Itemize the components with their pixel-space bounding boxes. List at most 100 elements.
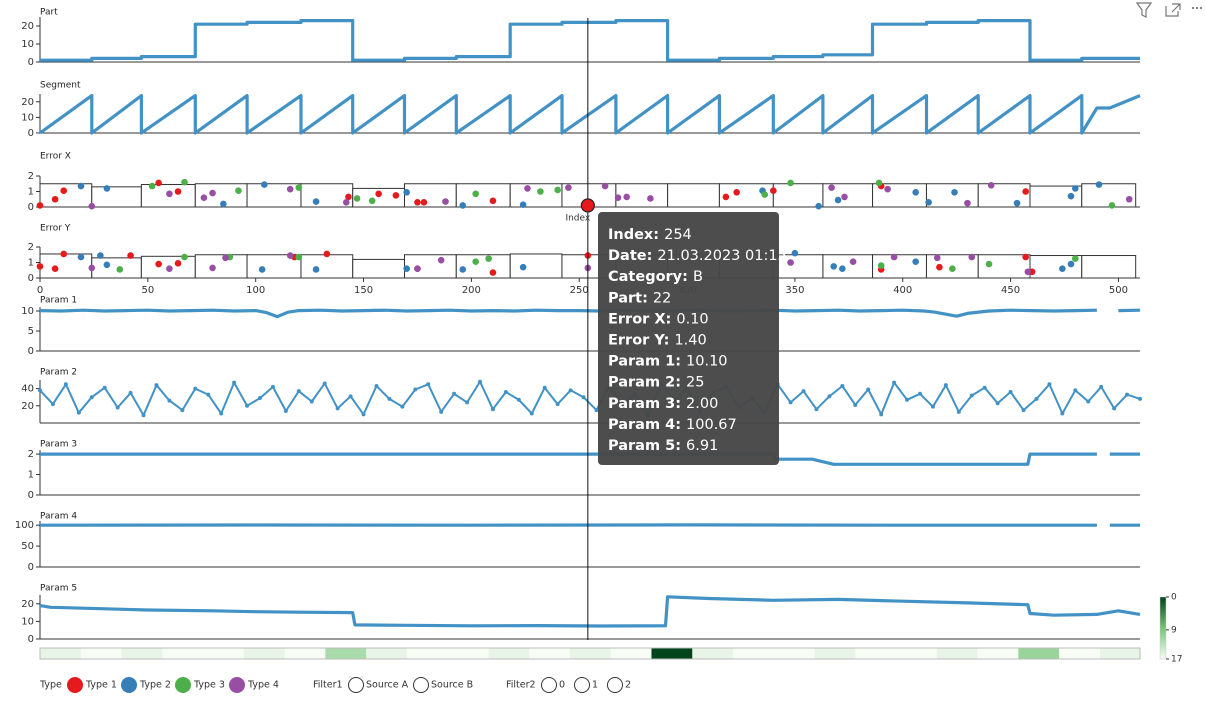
point [295, 184, 303, 191]
tooltip-value: 22 [653, 290, 671, 306]
segment-box [822, 254, 874, 279]
point [542, 385, 547, 390]
point [949, 265, 956, 273]
point [353, 195, 361, 202]
point [155, 260, 162, 268]
x-tick-label: 350 [785, 285, 804, 296]
heat-cell [569, 648, 612, 659]
panel-title: Param 4 [40, 512, 77, 522]
point [442, 198, 449, 205]
point [181, 178, 188, 186]
focus-icon[interactable] [1165, 3, 1181, 17]
point [930, 404, 935, 409]
point [951, 188, 958, 196]
more-icon[interactable] [1191, 6, 1203, 10]
point [875, 179, 883, 187]
point [787, 259, 794, 266]
point [828, 184, 835, 191]
filter-option[interactable] [574, 677, 590, 693]
point [403, 188, 410, 196]
point [127, 252, 134, 259]
point [345, 193, 352, 201]
filter-label[interactable]: 0 [559, 680, 565, 691]
point [849, 258, 857, 266]
point [103, 261, 111, 269]
filter-label[interactable]: 1 [592, 680, 598, 691]
heat-cell [896, 648, 938, 659]
point [323, 250, 331, 258]
filter-option[interactable] [348, 677, 364, 693]
series-line [39, 380, 1141, 417]
heat-cell [488, 648, 530, 659]
point [478, 379, 482, 384]
filter-label[interactable]: Source B [431, 680, 473, 691]
legend-label[interactable]: Type 3 [193, 680, 225, 691]
point [814, 407, 819, 412]
y-tick-label: 20 [21, 401, 34, 412]
point [601, 182, 609, 190]
point [200, 194, 208, 201]
filter-option[interactable] [413, 677, 429, 693]
point [155, 179, 162, 187]
point [472, 258, 479, 266]
y-tick-label: 0 [28, 57, 34, 68]
legend-swatch[interactable] [67, 677, 83, 693]
point [1086, 399, 1091, 404]
tooltip-row: Error X: 0.10 [608, 311, 709, 327]
filter-label[interactable]: 2 [625, 680, 631, 691]
toolbar [1135, 2, 1203, 18]
tooltip-row: Param 1: 10.10 [608, 354, 728, 370]
filter-option[interactable] [607, 677, 623, 693]
filter-label[interactable]: Source A [366, 680, 409, 691]
legend-swatch[interactable] [229, 677, 245, 693]
point [439, 409, 444, 414]
legend-swatch[interactable] [121, 677, 137, 693]
segment-box [91, 257, 142, 279]
legend-label[interactable]: Type 2 [139, 680, 171, 691]
tooltip-box [598, 212, 779, 465]
point [787, 179, 794, 187]
heat-cell [610, 648, 652, 659]
point [537, 188, 544, 195]
heat-cell [855, 648, 897, 659]
point [761, 191, 769, 198]
legend-label[interactable]: Type 4 [247, 680, 279, 691]
tooltip-label: Param 3: [608, 396, 681, 412]
point [791, 249, 799, 257]
segment-box [509, 253, 563, 279]
point [148, 182, 156, 190]
y-tick-label: 2 [28, 242, 34, 253]
point [995, 401, 1000, 406]
point [375, 190, 382, 198]
point [36, 202, 44, 209]
legend-swatch[interactable] [175, 677, 191, 693]
point [841, 193, 848, 201]
point [1125, 392, 1130, 397]
heat-cell [447, 648, 489, 659]
y-tick-label: 0 [28, 202, 34, 213]
filter-option[interactable] [541, 677, 557, 693]
tooltip-row: Index: 254 [608, 227, 692, 243]
point [918, 391, 922, 396]
y-tick-label: 10 [21, 306, 34, 317]
heat-cell [977, 648, 1019, 659]
point [827, 394, 832, 399]
point [1059, 265, 1066, 273]
point [220, 200, 227, 208]
x-tick-label: 500 [1109, 285, 1128, 296]
segment-box [246, 183, 302, 208]
tooltip-value: 100.67 [686, 417, 737, 433]
heat-cell [366, 648, 408, 659]
point [516, 397, 521, 402]
tooltip-label: Param 1: [608, 354, 681, 370]
y-tick-label: 1 [28, 187, 34, 198]
series-line [40, 452, 1140, 466]
point [985, 260, 993, 268]
point [348, 394, 353, 399]
legend-label[interactable]: Type 1 [85, 680, 117, 691]
segment-box [772, 183, 824, 208]
series-line [40, 19, 1140, 62]
filter-icon[interactable] [1135, 2, 1153, 18]
point [116, 266, 124, 273]
heat-cell [203, 648, 245, 659]
